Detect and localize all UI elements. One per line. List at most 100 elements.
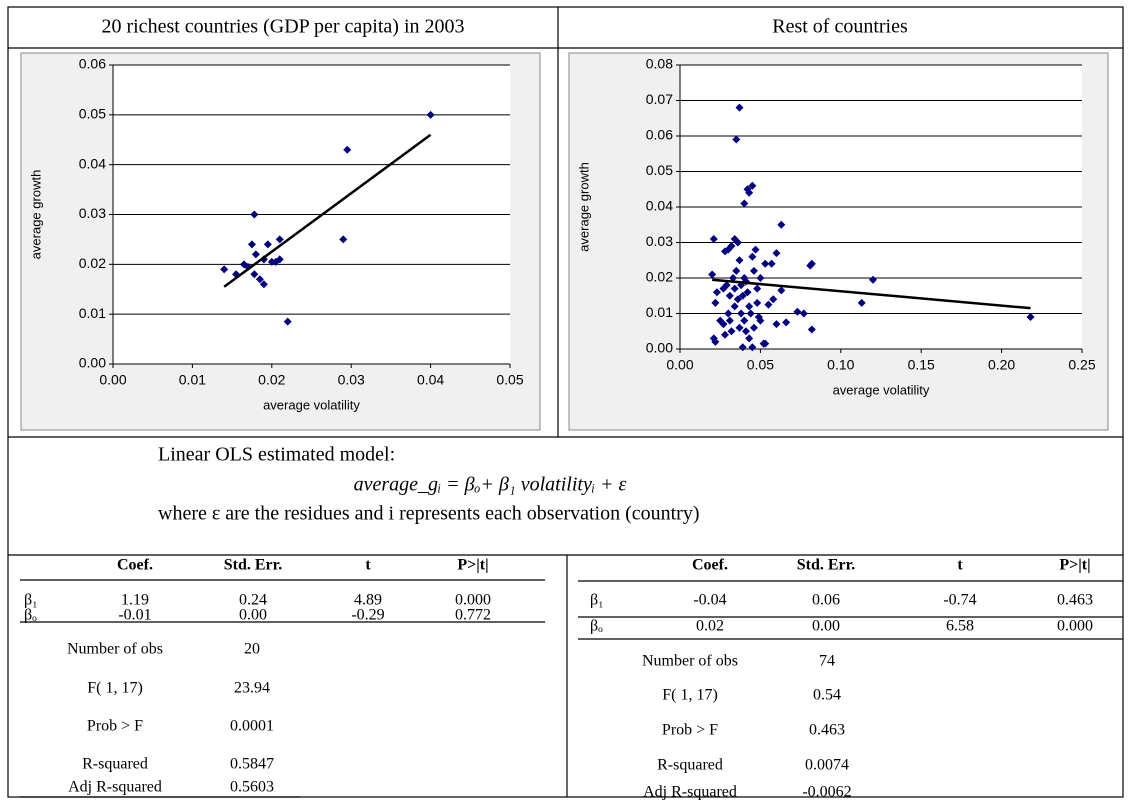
row-label: β₁ [590, 592, 604, 609]
data-point [746, 309, 755, 318]
cell: 6.58 [946, 618, 974, 635]
data-point [745, 188, 754, 197]
data-point [283, 317, 292, 326]
data-point [777, 220, 786, 229]
cell: 0.00 [812, 618, 840, 635]
data-point [738, 343, 747, 352]
stat-value: 0.463 [809, 722, 845, 739]
data-point [709, 234, 718, 243]
data-point [764, 300, 773, 309]
cell: 0.463 [1057, 592, 1093, 609]
x-tick-label: 0.15 [908, 357, 935, 373]
column-header: t [365, 557, 371, 574]
column-header: P>|t| [1059, 557, 1090, 574]
y-tick-label: 0.01 [79, 305, 106, 321]
cell: 0.772 [455, 607, 491, 624]
data-point [250, 270, 259, 279]
x-axis-label: average volatility [263, 397, 360, 412]
row-label: βₒ [590, 618, 603, 635]
data-point [745, 334, 754, 343]
stat-value: 0.5603 [230, 779, 274, 796]
data-point [761, 259, 770, 268]
cell: 4.89 [354, 592, 382, 609]
data-point [250, 210, 259, 219]
x-tick-label: 0.04 [417, 372, 444, 388]
data-point [725, 291, 734, 300]
data-point [793, 307, 802, 316]
y-tick-label: 0.05 [646, 162, 673, 178]
data-point [426, 110, 435, 119]
x-tick-label: 0.05 [747, 357, 774, 373]
data-point [761, 339, 770, 348]
data-point [868, 275, 877, 284]
stat-value: 0.0001 [230, 718, 274, 735]
x-tick-label: 0.05 [496, 372, 523, 388]
data-point [729, 274, 738, 282]
data-point [749, 323, 758, 332]
stat-label: Number of obs [642, 653, 738, 670]
cell: 0.06 [812, 592, 840, 609]
panel-header: Rest of countries [772, 16, 908, 38]
x-tick-label: 0.25 [1068, 357, 1095, 373]
stat-value: 23.94 [234, 680, 270, 697]
data-point [740, 316, 749, 325]
data-point [754, 313, 763, 322]
column-header: Std. Err. [224, 557, 283, 574]
column-header: P>|t| [457, 557, 488, 574]
data-point [267, 257, 276, 266]
trend-line [223, 133, 432, 288]
row-label: βₒ [24, 607, 37, 624]
column-header: Coef. [692, 557, 728, 574]
stat-label: Number of obs [67, 641, 163, 658]
data-point [711, 298, 720, 307]
data-point [738, 291, 747, 300]
stat-label: R-squared [657, 757, 723, 774]
data-point [737, 309, 746, 318]
data-point [727, 242, 736, 251]
y-tick-label: 0.04 [79, 155, 106, 171]
data-point [735, 256, 744, 265]
data-point [735, 323, 744, 332]
data-point [255, 275, 264, 284]
cell: 0.02 [696, 618, 724, 635]
data-point [799, 309, 808, 318]
data-point [735, 103, 744, 112]
data-point [807, 325, 816, 334]
stat-label: Adj R-squared [643, 784, 737, 801]
data-point [772, 320, 781, 329]
stat-value: 74 [819, 653, 835, 670]
data-point [753, 284, 762, 293]
stat-label: R-squared [82, 756, 148, 773]
data-point [756, 274, 765, 282]
trend-line [712, 278, 1031, 310]
data-point [748, 181, 757, 190]
data-point [740, 199, 749, 208]
row-label: β₁ [24, 592, 38, 609]
data-point [725, 316, 734, 325]
model-intro: Linear OLS estimated model: [158, 444, 395, 466]
model-note: where ε are the residues and i represent… [158, 503, 700, 525]
column-header: Coef. [117, 557, 153, 574]
data-point [240, 260, 249, 269]
x-tick-label: 0.01 [179, 372, 206, 388]
x-tick-label: 0.20 [988, 357, 1015, 373]
stat-label: F( 1, 17) [87, 680, 143, 697]
data-point [1026, 313, 1035, 322]
x-tick-label: 0.02 [258, 372, 285, 388]
stat-label: Prob > F [662, 722, 718, 739]
cell: 0.24 [239, 592, 267, 609]
column-header: t [957, 557, 963, 574]
cell: -0.29 [351, 607, 384, 624]
stat-value: 0.5847 [230, 756, 274, 773]
stat-label: Prob > F [87, 718, 143, 735]
data-point [733, 238, 742, 247]
data-point [724, 309, 733, 318]
data-point [220, 265, 229, 274]
y-tick-label: 0.05 [79, 106, 106, 122]
data-point [749, 266, 758, 275]
stat-value: -0.0062 [802, 784, 851, 801]
y-tick-label: 0.00 [646, 340, 673, 356]
data-point [732, 266, 741, 275]
